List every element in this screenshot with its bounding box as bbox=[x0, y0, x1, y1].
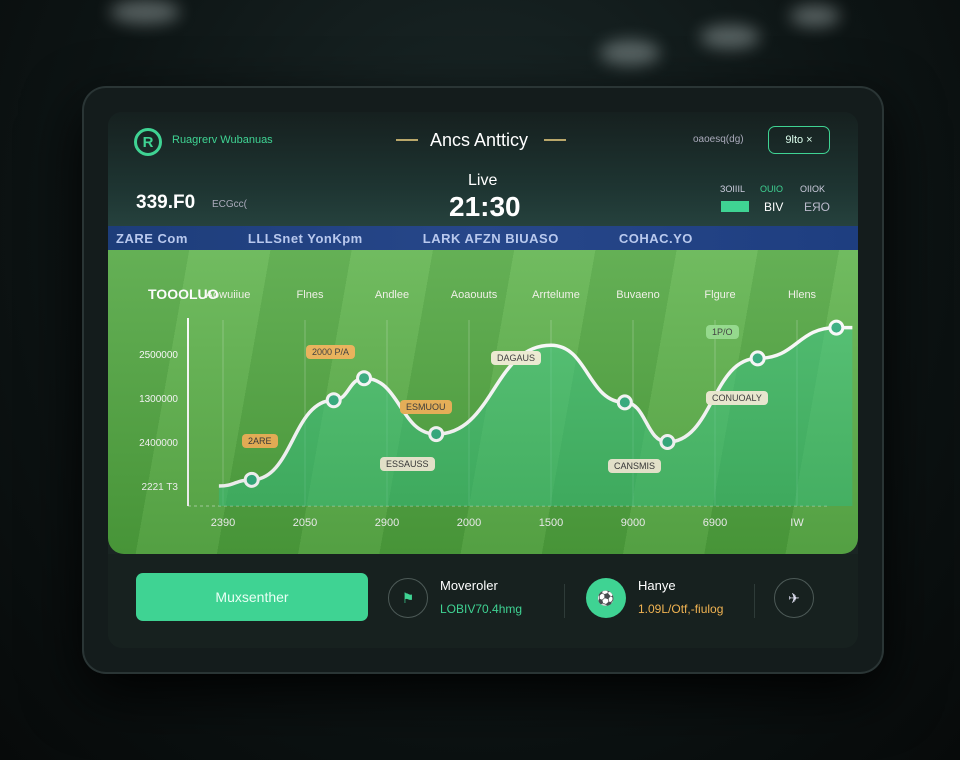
data-point bbox=[659, 434, 676, 450]
annotation: ESMUOU bbox=[400, 400, 452, 414]
data-point bbox=[749, 350, 766, 367]
share-icon[interactable]: ✈ bbox=[774, 578, 814, 618]
series-line bbox=[218, 325, 853, 488]
score-value: 339.F0 bbox=[136, 192, 196, 213]
score-sub: ECGcc( bbox=[212, 199, 247, 210]
column-label: Aoaouuts bbox=[451, 289, 498, 301]
item-title: Moveroler bbox=[440, 578, 498, 593]
y-tick-label: 2400000 bbox=[139, 438, 178, 449]
annotation: 1P/O bbox=[706, 325, 739, 339]
board-text: ZARE Com bbox=[116, 230, 188, 246]
item-sub: LOBIV70.4hmg bbox=[440, 602, 523, 616]
chart-panel: Aowuiiue Flnes Andlee Aoaouuts Arrtelume Buva… bbox=[108, 250, 858, 554]
annotation: 2ARE bbox=[242, 434, 278, 448]
flag-icon[interactable]: ⚑ bbox=[388, 578, 428, 618]
item-sub: 1.09L/Otf,-fiulog bbox=[638, 602, 724, 616]
y-tick-label: 2500000 bbox=[139, 350, 178, 361]
x-tick-label: 2390 bbox=[211, 517, 235, 529]
page-title: Ancs Antticy bbox=[430, 130, 529, 150]
advertising-boards: ZARE Com LLLSnet YonKpm LARK AFZN BIUASO… bbox=[108, 226, 858, 250]
live-label: Live bbox=[468, 172, 498, 189]
x-tick-label: 9000 bbox=[621, 517, 645, 529]
board-text: LARK AFZN BIUASO bbox=[422, 230, 559, 246]
stat-value: ЕЯO bbox=[804, 200, 831, 214]
x-tick-label: 2900 bbox=[375, 517, 399, 529]
stat-label: OIIOK bbox=[800, 184, 826, 194]
x-tick-label: 1500 bbox=[539, 517, 563, 529]
y-tick-label: 1300000 bbox=[139, 394, 178, 405]
area-fill bbox=[218, 327, 853, 506]
stadium-lights bbox=[0, 0, 960, 90]
data-point bbox=[828, 319, 845, 336]
data-point bbox=[356, 370, 373, 387]
annotation: 2000 P/A bbox=[306, 345, 356, 359]
match-clock: 21:30 bbox=[449, 191, 521, 222]
header-status: oaoesq(dg) bbox=[693, 134, 744, 145]
stat-label: ЗOIIIL bbox=[720, 184, 745, 194]
brand-logo-icon: R bbox=[134, 128, 162, 156]
stat-value: BIV bbox=[764, 200, 784, 214]
x-tick-label: 6900 bbox=[703, 517, 727, 529]
annotation: ESSAUSS bbox=[380, 457, 435, 471]
column-label: Flnes bbox=[297, 289, 324, 301]
column-label: Arrtelume bbox=[532, 289, 580, 301]
annotation: CONUOALY bbox=[706, 391, 768, 405]
y-tick-label: 2221 T3 bbox=[141, 482, 178, 493]
header-button[interactable]: 9lto × bbox=[768, 126, 830, 154]
chart-title: TOOOLUO bbox=[148, 286, 219, 302]
data-point bbox=[616, 394, 633, 411]
bottom-bar: Muxsenther ⚑ Moveroler LOBIV70.4hmg ⚽ Ha… bbox=[108, 554, 858, 648]
annotation: CANSMIS bbox=[608, 459, 662, 473]
column-label: Hlens bbox=[788, 289, 817, 301]
primary-action-button[interactable]: Muxsenther bbox=[136, 573, 368, 621]
item-title: Hanye bbox=[638, 578, 676, 593]
stadium-header: R Ruagrerv Wubanuas Ancs Antticy oaoesq(… bbox=[108, 112, 858, 252]
tablet-frame: R Ruagrerv Wubanuas Ancs Antticy oaoesq(… bbox=[84, 88, 882, 672]
data-point bbox=[325, 392, 342, 409]
brand-name: Ruagrerv Wubanuas bbox=[172, 134, 273, 146]
stat-label: OUIO bbox=[760, 184, 784, 194]
annotation: DAGAUS bbox=[491, 351, 542, 365]
board-text: LLLSnet YonKpm bbox=[247, 230, 363, 246]
board-text: COHAC.YO bbox=[618, 230, 693, 246]
x-tick-label: 2050 bbox=[293, 517, 317, 529]
line-area-chart: Aowuiiue Flnes Andlee Aoaouuts Arrtelume Buva… bbox=[139, 289, 853, 529]
column-label: Aowuiiue bbox=[206, 289, 251, 301]
column-label: Buvaeno bbox=[616, 289, 659, 301]
dashboard-screen: R Ruagrerv Wubanuas Ancs Antticy oaoesq(… bbox=[108, 112, 858, 648]
column-label: Flgure bbox=[704, 289, 735, 301]
column-label: Andlee bbox=[375, 289, 409, 301]
data-point bbox=[428, 426, 445, 443]
x-tick-label: IW bbox=[790, 517, 804, 529]
data-point bbox=[243, 471, 260, 488]
x-tick-label: 2000 bbox=[457, 517, 481, 529]
ball-icon[interactable]: ⚽ bbox=[586, 578, 626, 618]
stat-bar bbox=[721, 201, 749, 212]
